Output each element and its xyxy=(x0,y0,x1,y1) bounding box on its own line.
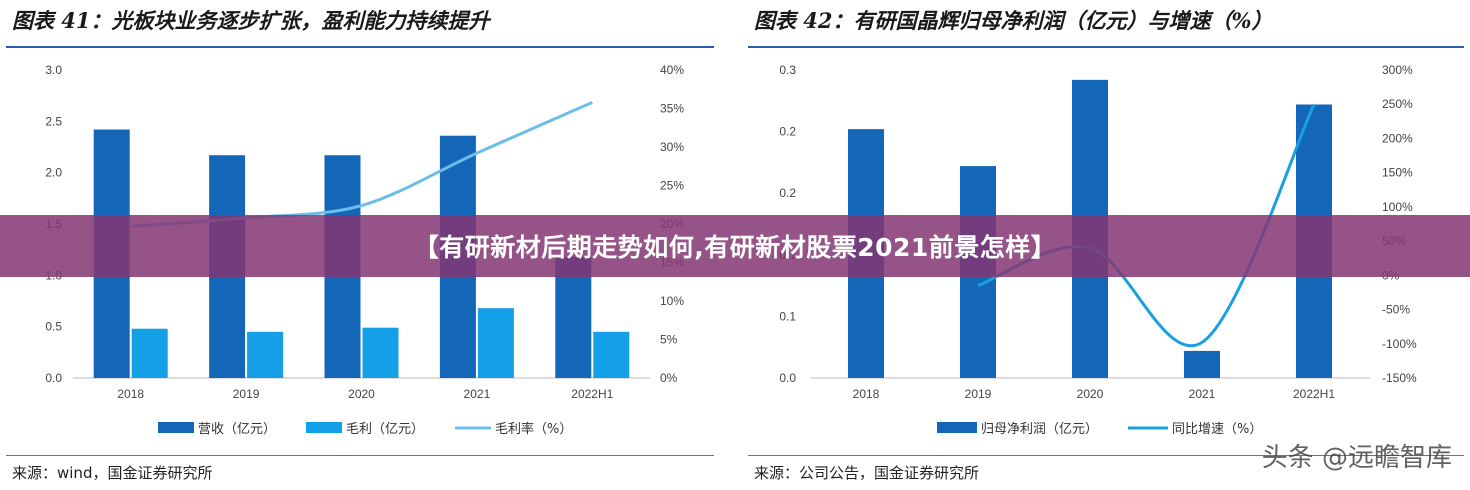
x-tick-label: 2019 xyxy=(965,387,992,401)
y-left-tick-label: 0.1 xyxy=(779,309,796,323)
y-right-tick-label: 40% xyxy=(660,63,684,77)
x-tick-label: 2018 xyxy=(853,387,880,401)
legend-swatch xyxy=(158,422,194,433)
bar-primary xyxy=(1184,350,1220,378)
legend-label: 毛利（亿元） xyxy=(346,422,424,437)
x-tick-label: 2018 xyxy=(117,387,144,401)
source-divider xyxy=(6,455,714,456)
y-left-tick-label: 0.5 xyxy=(45,320,62,334)
y-right-tick-label: 250% xyxy=(1382,97,1413,111)
bar-primary xyxy=(555,256,592,378)
y-right-tick-label: 150% xyxy=(1382,166,1413,180)
y-left-tick-label: 0.0 xyxy=(45,371,62,385)
legend-label: 毛利率（%） xyxy=(495,421,572,437)
banner-text: 【有研新材后期走势如何,有研新材股票2021前景怎样】 xyxy=(413,233,1057,262)
y-left-tick-label: 0.3 xyxy=(779,63,796,77)
x-tick-label: 2019 xyxy=(233,387,260,401)
headline-banner: 【有研新材后期走势如何,有研新材股票2021前景怎样】 xyxy=(0,215,1470,277)
x-tick-label: 2020 xyxy=(1077,387,1104,401)
y-right-tick-label: 10% xyxy=(660,294,684,308)
y-right-tick-label: -150% xyxy=(1382,371,1417,385)
legend-label: 同比增速（%） xyxy=(1172,422,1262,437)
bar-secondary xyxy=(477,308,514,378)
x-tick-label: 2020 xyxy=(348,387,375,401)
y-right-tick-label: -100% xyxy=(1382,337,1417,351)
x-tick-label: 2022H1 xyxy=(571,387,613,401)
y-right-tick-label: 0% xyxy=(660,371,678,385)
source-note: 来源：公司公告，国金证券研究所 xyxy=(754,464,980,482)
bar-secondary xyxy=(362,327,399,378)
y-right-tick-label: 300% xyxy=(1382,63,1413,77)
y-right-tick-label: 100% xyxy=(1382,200,1413,214)
watermark: 头条 @远瞻智库 xyxy=(1261,443,1452,473)
y-right-tick-label: -50% xyxy=(1382,303,1410,317)
y-right-tick-label: 35% xyxy=(660,102,684,116)
figure-title: 图表 41：光板块业务逐步扩张，盈利能力持续提升 xyxy=(12,8,490,33)
legend-label: 归母净利润（亿元） xyxy=(981,422,1098,437)
y-left-tick-label: 0.2 xyxy=(779,186,796,200)
y-right-tick-label: 200% xyxy=(1382,131,1413,145)
legend-swatch xyxy=(937,422,977,433)
y-left-tick-label: 2.5 xyxy=(45,114,62,128)
source-note: 来源：wind，国金证券研究所 xyxy=(12,464,213,482)
y-left-tick-label: 3.0 xyxy=(45,63,62,77)
chart-panel-right: 图表 42：有研国晶辉归母净利润（亿元）与增速（%） 0.3 0.2 0.2 0.1 0… xyxy=(742,0,1470,490)
bar-secondary xyxy=(247,331,284,378)
title-divider xyxy=(6,46,714,48)
y-right-tick-label: 25% xyxy=(660,179,684,193)
x-tick-label: 2021 xyxy=(464,387,491,401)
y-left-tick-label: 2.0 xyxy=(45,166,62,180)
legend-swatch xyxy=(306,422,342,433)
bar-secondary xyxy=(131,328,168,378)
chart-42: 0.30.20.20.10.10.0300%250%200%150%100%50… xyxy=(779,63,1417,437)
source-divider xyxy=(748,455,1464,456)
y-left-tick-label: 0.2 xyxy=(779,125,796,139)
y-right-tick-label: 5% xyxy=(660,333,678,347)
y-left-tick-label: 0.0 xyxy=(779,371,796,385)
series-line xyxy=(130,100,593,228)
y-right-tick-label: 30% xyxy=(660,140,684,154)
title-divider xyxy=(748,46,1464,48)
bar-secondary xyxy=(593,331,630,378)
x-tick-label: 2021 xyxy=(1189,387,1216,401)
legend-label: 营收（亿元） xyxy=(198,422,276,437)
figure-title: 图表 42：有研国晶辉归母净利润（亿元）与增速（%） xyxy=(754,8,1273,33)
x-tick-label: 2022H1 xyxy=(1293,387,1335,401)
